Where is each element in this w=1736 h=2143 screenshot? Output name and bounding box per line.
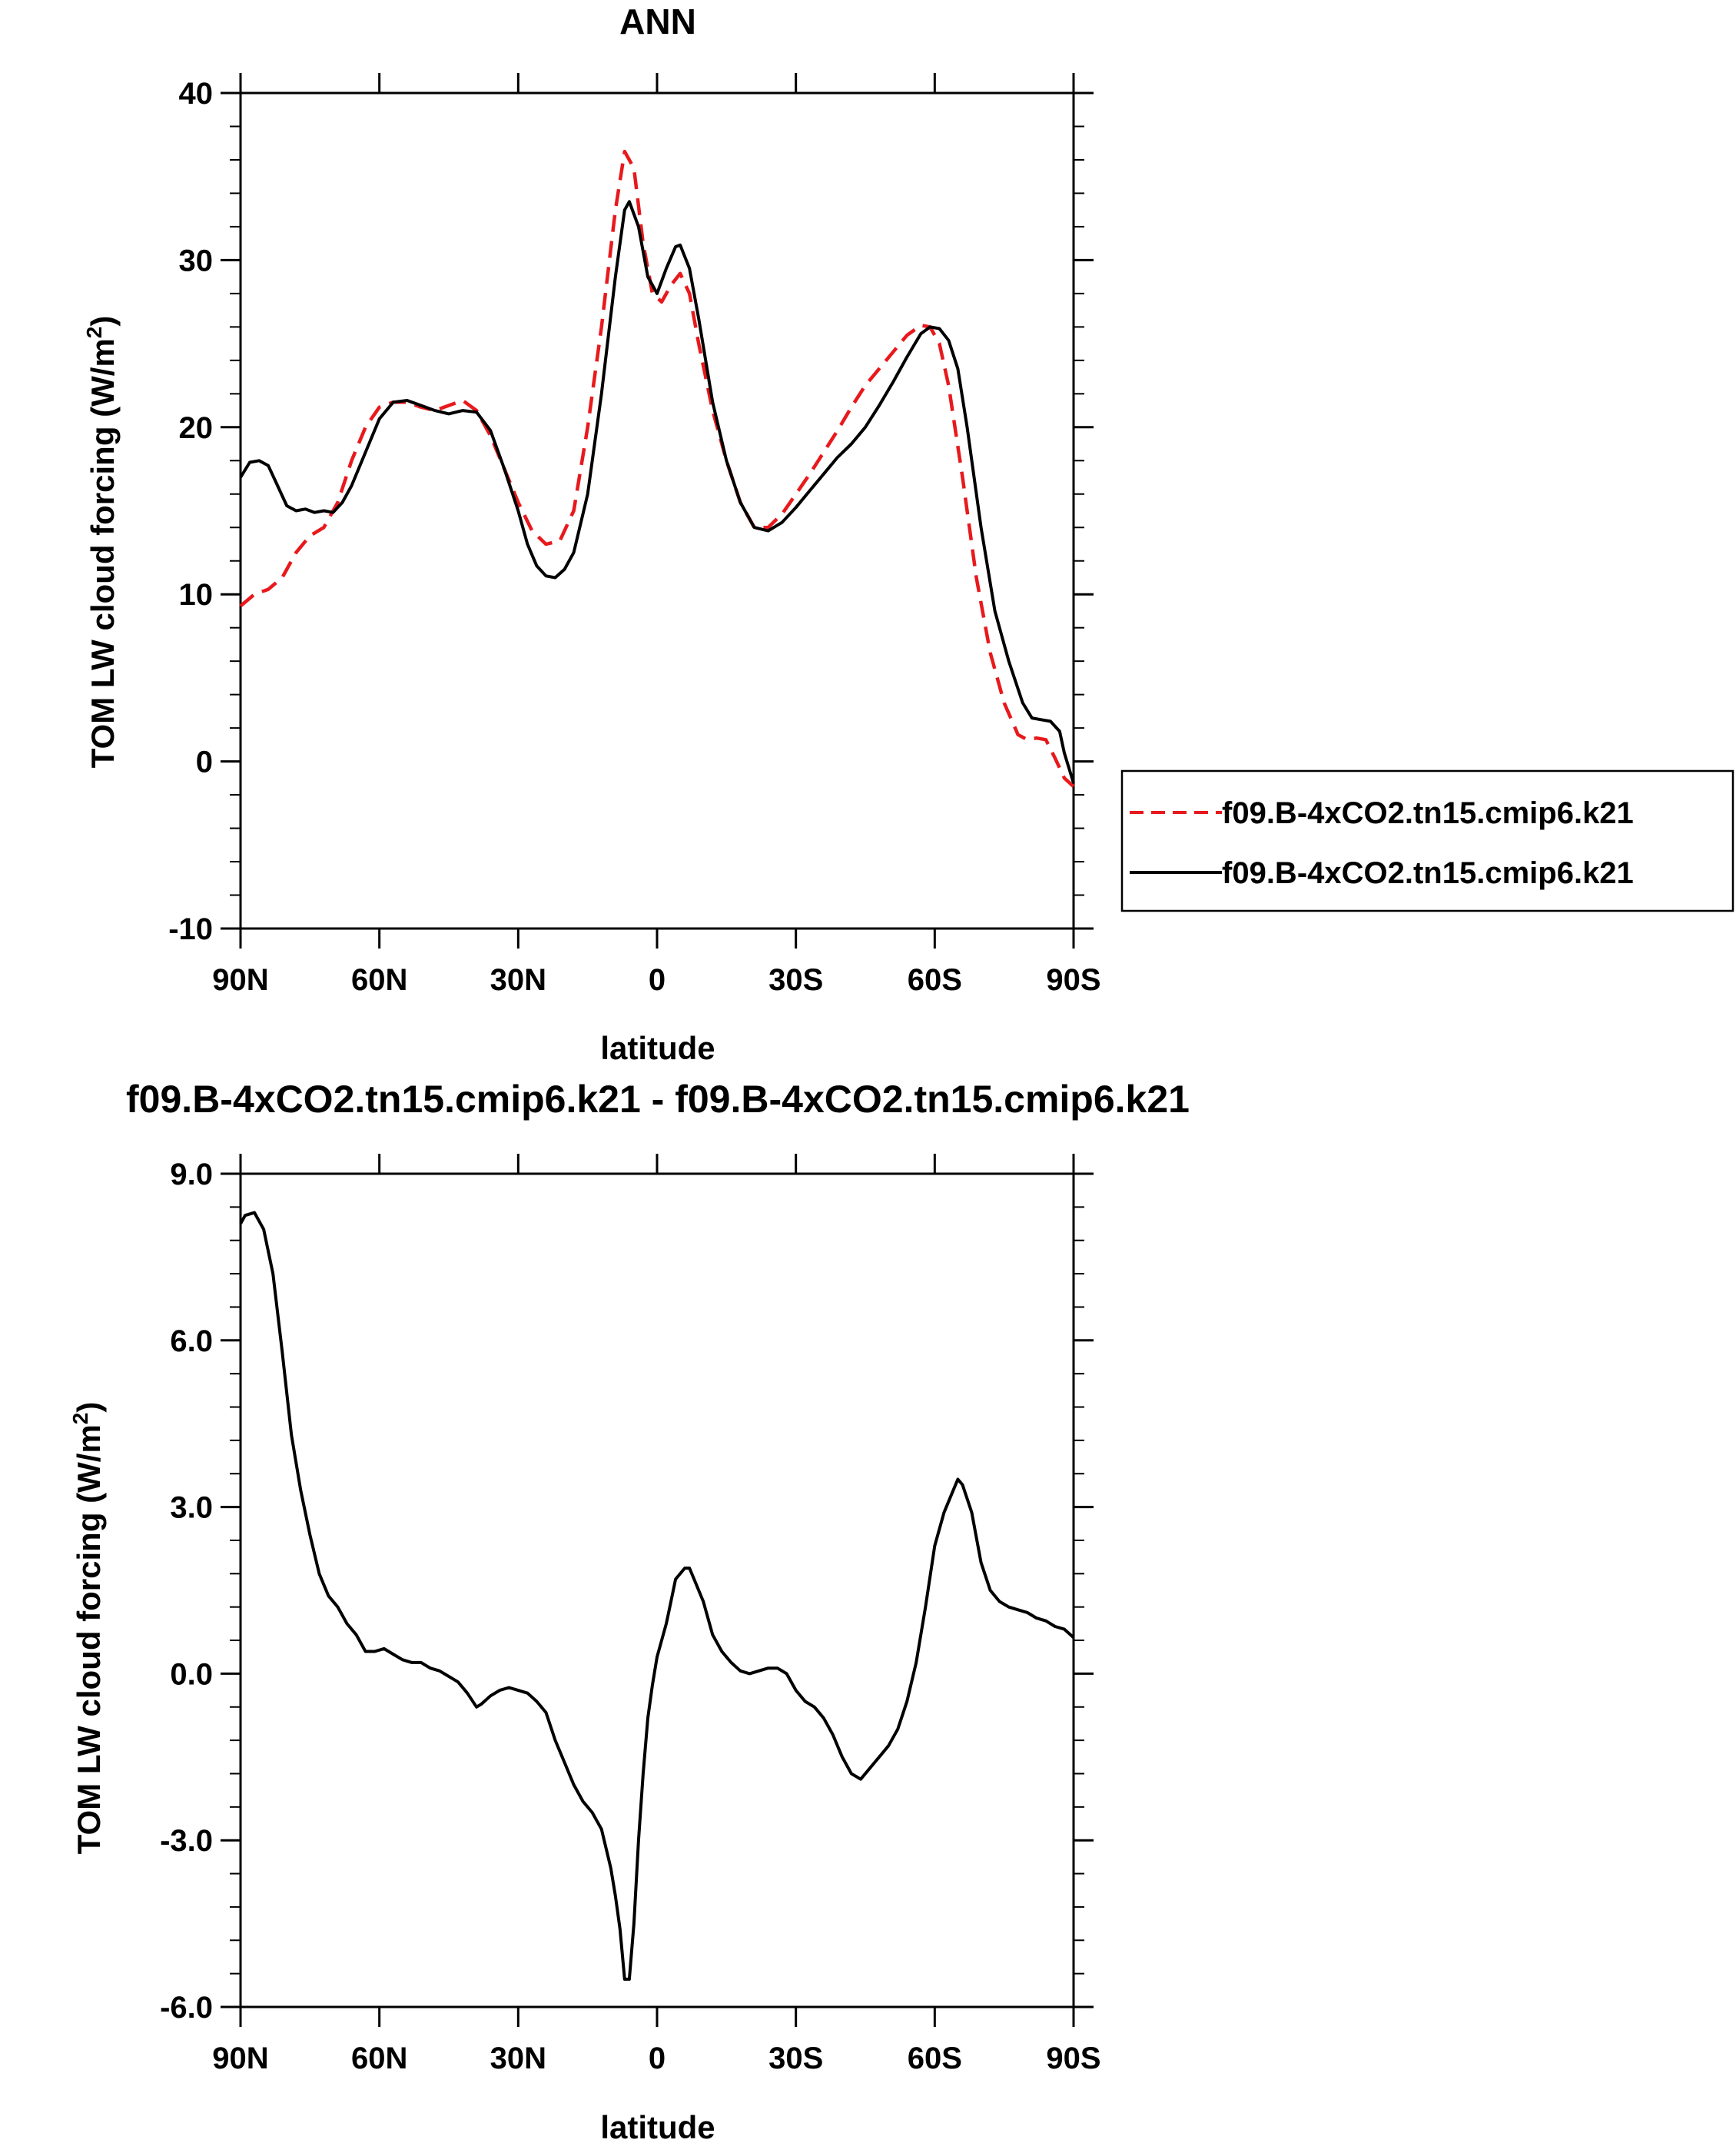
y-tick-label: 40 <box>179 77 214 111</box>
x-tick-label: 60S <box>908 963 962 997</box>
y-tick-label: 10 <box>179 578 214 612</box>
series-line-dashed <box>239 149 1075 788</box>
series-line-solid <box>239 200 1075 784</box>
chart-title: f09.B-4xCO2.tn15.cmip6.k21 - f09.B-4xCO2… <box>126 1078 1190 1121</box>
legend-label: f09.B-4xCO2.tn15.cmip6.k21 <box>1222 796 1634 830</box>
legend-label: f09.B-4xCO2.tn15.cmip6.k21 <box>1222 856 1634 890</box>
y-tick-label: 3.0 <box>170 1491 213 1525</box>
plot-frame <box>239 91 1075 930</box>
y-tick-label: 9.0 <box>170 1158 213 1191</box>
x-tick-label: 60N <box>351 963 407 997</box>
series-line-solid <box>239 1211 1075 1981</box>
y-tick-label: -3.0 <box>160 1824 213 1858</box>
legend: f09.B-4xCO2.tn15.cmip6.k21 f09.B-4xCO2.t… <box>1120 769 1734 912</box>
x-axis-label: latitude <box>600 1030 715 1066</box>
chart-panel-bottom: f09.B-4xCO2.tn15.cmip6.k21 - f09.B-4xCO2… <box>68 1078 1190 2143</box>
y-tick-label: 20 <box>179 411 214 445</box>
chart-panel-top: ANN -10 0 10 20 30 40 90N 60N 30N 0 30S 60S 90S lati… <box>82 2 1734 1066</box>
y-tick-label: 6.0 <box>170 1324 213 1358</box>
legend-box <box>1120 769 1734 912</box>
y-tick-label: 0.0 <box>170 1657 213 1691</box>
x-tick-label: 30N <box>490 963 546 997</box>
x-tick-label: 0 <box>649 963 666 997</box>
y-axis-label: TOM LW cloud forcing (W/m2) <box>82 316 121 769</box>
x-tick-label: 30S <box>768 963 823 997</box>
chart-title: ANN <box>619 2 696 42</box>
series-group <box>239 1211 1075 1981</box>
y-tick-label: 30 <box>179 244 214 277</box>
x-tick-label: 30N <box>490 2042 546 2075</box>
x-axis-label: latitude <box>600 2109 715 2143</box>
x-tick-label: 90S <box>1046 963 1100 997</box>
x-tick-label: 60N <box>351 2042 407 2075</box>
x-tick-label: 90N <box>212 2042 268 2075</box>
y-axis-label: TOM LW cloud forcing (W/m2) <box>68 1402 107 1855</box>
x-tick-label: 90S <box>1046 2042 1100 2075</box>
series-group <box>239 149 1075 788</box>
axes-group: -10 0 10 20 30 40 90N 60N 30N 0 30S 60S 90S <box>168 73 1101 997</box>
plot-frame <box>239 1172 1075 2008</box>
x-tick-label: 0 <box>649 2042 666 2075</box>
x-tick-label: 60S <box>908 2042 962 2075</box>
x-tick-label: 30S <box>768 2042 823 2075</box>
axes-group: -6.0 -3.0 0.0 3.0 6.0 9.0 90N 60N 30N 0 30S 60S 90S <box>160 1154 1101 2075</box>
y-tick-label: -6.0 <box>160 1991 213 2025</box>
y-tick-label: -10 <box>168 912 213 946</box>
x-tick-label: 90N <box>212 963 268 997</box>
y-tick-label: 0 <box>196 746 213 779</box>
